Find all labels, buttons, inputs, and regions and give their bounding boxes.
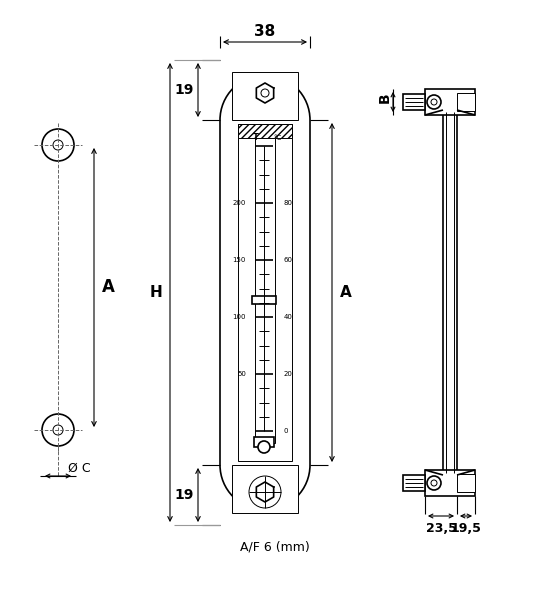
Circle shape xyxy=(427,95,441,109)
Bar xyxy=(238,124,292,138)
Circle shape xyxy=(261,488,269,496)
Text: 40: 40 xyxy=(284,314,293,320)
Bar xyxy=(457,93,475,111)
Circle shape xyxy=(53,140,63,150)
Bar xyxy=(252,296,276,304)
Circle shape xyxy=(42,414,74,446)
Bar xyxy=(232,465,298,513)
Text: T: T xyxy=(253,133,259,142)
Text: Ø C: Ø C xyxy=(68,461,91,475)
Text: 80: 80 xyxy=(284,200,293,206)
Bar xyxy=(238,124,292,461)
Text: A/F 6 (mm): A/F 6 (mm) xyxy=(240,541,310,553)
Bar xyxy=(403,94,425,110)
Text: 20: 20 xyxy=(284,371,293,377)
Bar xyxy=(232,72,298,120)
Text: 19: 19 xyxy=(174,488,194,502)
Circle shape xyxy=(431,480,437,486)
Circle shape xyxy=(258,441,270,453)
Bar xyxy=(255,138,275,443)
Bar xyxy=(425,89,475,115)
Text: °C: °C xyxy=(274,135,282,141)
Circle shape xyxy=(261,89,269,97)
Text: 38: 38 xyxy=(254,25,276,40)
Bar xyxy=(457,474,475,492)
Text: 200: 200 xyxy=(233,200,246,206)
Bar xyxy=(403,475,425,491)
Text: A: A xyxy=(340,285,352,300)
Text: H: H xyxy=(150,285,162,300)
Text: 23,5: 23,5 xyxy=(426,521,457,535)
Bar xyxy=(443,110,457,475)
Circle shape xyxy=(431,99,437,105)
Bar xyxy=(254,437,274,447)
Text: 19,5: 19,5 xyxy=(451,521,482,535)
Circle shape xyxy=(53,425,63,435)
Text: 19: 19 xyxy=(174,83,194,97)
Text: A: A xyxy=(101,278,114,296)
Text: 100: 100 xyxy=(232,314,246,320)
Text: 0: 0 xyxy=(284,428,288,434)
Text: 60: 60 xyxy=(284,257,293,263)
Text: 50: 50 xyxy=(237,371,246,377)
Circle shape xyxy=(249,476,281,508)
Text: B: B xyxy=(378,92,392,103)
Text: 150: 150 xyxy=(233,257,246,263)
Bar xyxy=(425,470,475,496)
Circle shape xyxy=(427,476,441,490)
Circle shape xyxy=(42,129,74,161)
